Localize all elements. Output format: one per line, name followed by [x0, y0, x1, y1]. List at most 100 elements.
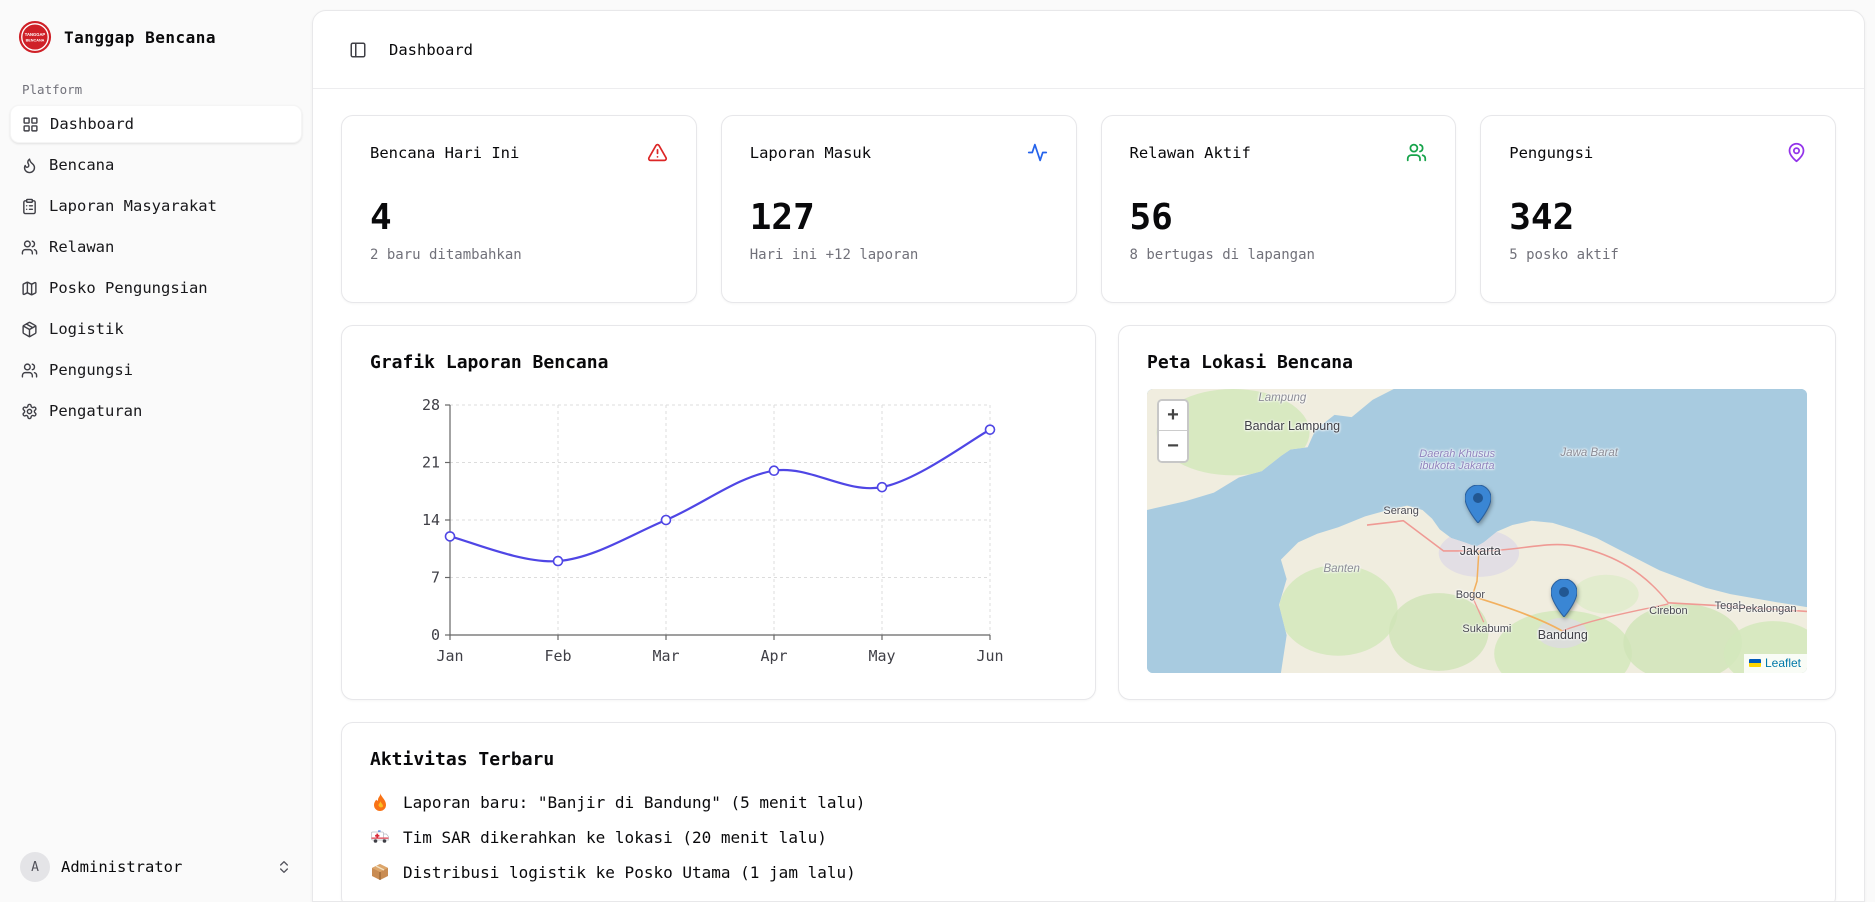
activity-item: Distribusi logistik ke Posko Utama (1 ja… — [370, 862, 1807, 882]
activity-text: Tim SAR dikerahkan ke lokasi (20 menit l… — [403, 827, 827, 847]
sidebar-item-label: Logistik — [49, 320, 124, 338]
activity-list: Laporan baru: "Banjir di Bandung" (5 men… — [370, 792, 1807, 882]
map-tiles — [1147, 389, 1807, 673]
chart-card: Grafik Laporan Bencana 0 7 14 21 28 Jan Feb Mar… — [341, 325, 1096, 700]
svg-text:May: May — [868, 647, 895, 665]
svg-text:7: 7 — [431, 569, 440, 587]
ambulance-icon — [371, 830, 389, 843]
user-menu[interactable]: A Administrator — [10, 844, 302, 890]
flame-icon — [23, 157, 36, 173]
stat-title: Laporan Masuk — [749, 143, 872, 162]
sidebar-item-label: Pengungsi — [49, 361, 133, 379]
sidebar-item-label: Relawan — [49, 238, 115, 256]
users-icon — [21, 239, 38, 255]
row2: Grafik Laporan Bencana 0 7 14 21 28 Jan Feb Mar… — [341, 325, 1836, 700]
svg-text:Mar: Mar — [652, 647, 679, 665]
nav-section-label: Platform — [22, 82, 83, 97]
package-icon — [372, 864, 388, 880]
layout-grid-icon — [23, 116, 38, 132]
stat-card-relawan-aktif: Relawan Aktif 56 8 bertugas di lapangan — [1100, 115, 1457, 303]
stat-subtitle: 8 bertugas di lapangan — [1129, 247, 1315, 263]
sidebar-item-label: Dashboard — [50, 115, 134, 133]
activity-card: Aktivitas Terbaru Laporan baru: "Banjir … — [341, 722, 1836, 901]
activity-icon — [1027, 143, 1047, 162]
fire-icon — [374, 793, 386, 811]
alert-triangle-icon — [647, 143, 667, 162]
main-panel: Dashboard Bencana Hari Ini 4 2 baru dita… — [312, 10, 1865, 902]
sidebar-item-label: Laporan Masyarakat — [49, 197, 217, 215]
activity-text: Laporan baru: "Banjir di Bandung" (5 men… — [403, 792, 866, 812]
map-card: Peta Lokasi Bencana — [1118, 325, 1836, 700]
map[interactable]: Lampung Bandar Lampung Daerah Khusus ibu… — [1147, 389, 1807, 673]
zoom-out-button[interactable]: − — [1159, 431, 1187, 461]
avatar: A — [20, 852, 50, 882]
breadcrumb: Dashboard — [389, 40, 473, 59]
stat-card-laporan-masuk: Laporan Masuk 127 Hari ini +12 laporan — [720, 115, 1077, 303]
svg-text:Jan: Jan — [436, 647, 463, 665]
activity-item: Laporan baru: "Banjir di Bandung" (5 men… — [370, 792, 1807, 812]
svg-text:Jun: Jun — [976, 647, 1003, 665]
activity-title: Aktivitas Terbaru — [370, 749, 555, 770]
zoom-in-button[interactable]: + — [1159, 401, 1187, 431]
svg-text:28: 28 — [422, 396, 440, 414]
leaflet-attribution-link[interactable]: Leaflet — [1764, 656, 1801, 670]
app-logo: TANGGAP BENCANA — [18, 20, 52, 54]
svg-text:TANGGAP: TANGGAP — [25, 32, 46, 37]
map-pin-icon — [1788, 142, 1805, 163]
sidebar-nav: Dashboard Bencana Laporan Masyarakat Rel… — [10, 105, 302, 844]
map-icon — [22, 281, 37, 295]
map-title: Peta Lokasi Bencana — [1147, 352, 1353, 373]
map-marker-bandung[interactable] — [1550, 578, 1578, 622]
sidebar-item-posko-pengungsian[interactable]: Posko Pengungsian — [10, 269, 302, 307]
sidebar-item-dashboard[interactable]: Dashboard — [10, 105, 302, 143]
clipboard-list-icon — [23, 198, 36, 214]
sidebar-item-label: Bencana — [49, 156, 115, 174]
ukraine-flag-icon — [1748, 659, 1761, 667]
sidebar-item-bencana[interactable]: Bencana — [10, 146, 302, 184]
stat-card-pengungsi: Pengungsi 342 5 posko aktif — [1480, 115, 1836, 303]
topbar: Dashboard — [313, 11, 1864, 89]
stat-subtitle: 5 posko aktif — [1509, 247, 1619, 263]
stat-value: 342 — [1509, 197, 1575, 238]
map-marker-jakarta[interactable] — [1464, 484, 1492, 528]
stat-subtitle: Hari ini +12 laporan — [749, 247, 919, 263]
stats-grid: Bencana Hari Ini 4 2 baru ditambahkan La… — [341, 115, 1836, 303]
sidebar-item-label: Pengaturan — [49, 402, 143, 420]
sidebar-toggle-button[interactable] — [341, 33, 375, 67]
brand[interactable]: TANGGAP BENCANA Tanggap Bencana — [10, 10, 302, 64]
chart-title: Grafik Laporan Bencana — [370, 352, 609, 373]
stat-title: Pengungsi — [1509, 143, 1594, 162]
svg-text:0: 0 — [431, 626, 440, 644]
panel-left-icon — [350, 42, 366, 57]
sidebar-item-label: Posko Pengungsian — [49, 279, 208, 297]
stat-value: 56 — [1129, 197, 1173, 238]
stat-value: 4 — [370, 197, 392, 238]
users-icon — [1407, 143, 1427, 162]
svg-text:21: 21 — [422, 454, 440, 472]
sidebar-item-pengungsi[interactable]: Pengungsi — [10, 351, 302, 389]
gear-icon — [22, 403, 37, 419]
stat-title: Bencana Hari Ini — [370, 143, 520, 162]
svg-text:Apr: Apr — [760, 647, 787, 665]
users-icon — [21, 362, 38, 378]
sidebar-item-relawan[interactable]: Relawan — [10, 228, 302, 266]
stat-title: Relawan Aktif — [1129, 143, 1251, 162]
line-chart: 0 7 14 21 28 Jan Feb Mar Apr May Jun — [370, 389, 1067, 673]
sidebar-item-pengaturan[interactable]: Pengaturan — [10, 392, 302, 430]
svg-text:14: 14 — [422, 511, 440, 529]
content: Bencana Hari Ini 4 2 baru ditambahkan La… — [313, 89, 1864, 901]
map-zoom-control: + − — [1157, 399, 1189, 463]
sidebar: TANGGAP BENCANA Tanggap Bencana Platform… — [0, 0, 312, 902]
sidebar-item-laporan-masyarakat[interactable]: Laporan Masyarakat — [10, 187, 302, 225]
activity-text: Distribusi logistik ke Posko Utama (1 ja… — [403, 862, 856, 882]
svg-text:BENCANA: BENCANA — [26, 38, 45, 42]
app-title: Tanggap Bencana — [64, 27, 216, 47]
sidebar-item-logistik[interactable]: Logistik — [10, 310, 302, 348]
stat-subtitle: 2 baru ditambahkan — [370, 247, 522, 263]
stat-value: 127 — [749, 197, 815, 238]
chevrons-up-down-icon — [276, 859, 292, 875]
stat-card-bencana-hari-ini: Bencana Hari Ini 4 2 baru ditambahkan — [341, 115, 697, 303]
map-attribution: Leaflet — [1743, 654, 1807, 673]
package-icon — [22, 321, 37, 337]
svg-text:Feb: Feb — [544, 647, 571, 665]
